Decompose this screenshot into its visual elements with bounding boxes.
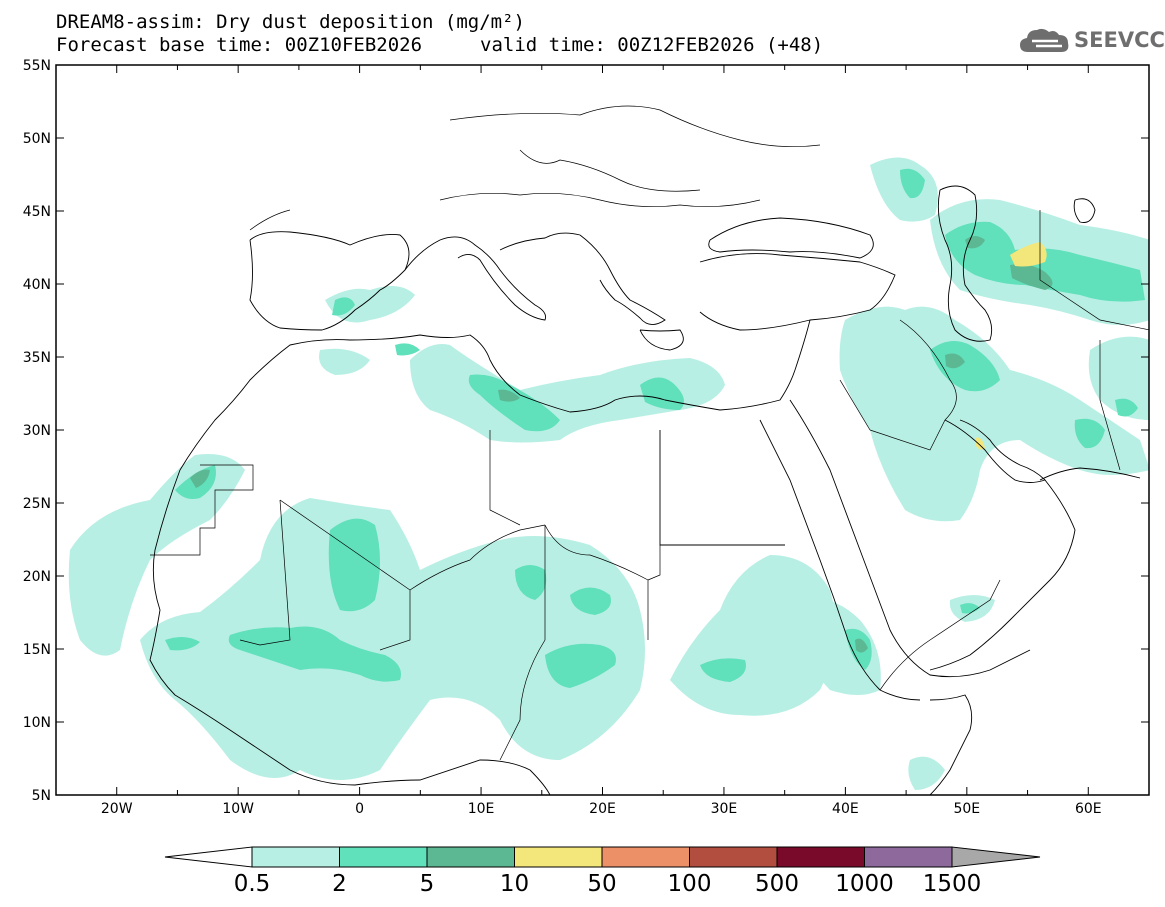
colorbar-label: 1000 — [835, 871, 894, 897]
lon-label: 50E — [953, 801, 980, 817]
lat-label: 55N — [23, 58, 51, 74]
colorbar-label: 500 — [755, 871, 799, 897]
lon-label: 30E — [711, 801, 738, 817]
lat-label: 30N — [23, 423, 51, 439]
lat-label: 25N — [23, 496, 51, 512]
lat-label: 35N — [23, 350, 51, 366]
lat-label: 10N — [23, 715, 51, 731]
colorbar-segment — [689, 846, 778, 868]
lat-label: 45N — [23, 204, 51, 220]
lon-label: 10W — [222, 801, 254, 817]
lon-label: 10E — [468, 801, 495, 817]
colorbar-segment — [426, 846, 515, 868]
dust-band-10-50 — [975, 242, 1047, 450]
colorbar-segment — [251, 846, 340, 868]
colorbar-segment — [514, 846, 603, 868]
colorbar-label: 100 — [668, 871, 712, 897]
colorbar-segment — [339, 846, 428, 868]
lon-label: 20W — [101, 801, 133, 817]
lat-label: 40N — [23, 277, 51, 293]
logo-text: SEEVCCC — [1074, 28, 1165, 52]
map-title: DREAM8-assim: Dry dust deposition (mg/m²… — [56, 11, 525, 33]
lat-label: 50N — [23, 131, 51, 147]
cloud-logo-icon — [1020, 28, 1069, 52]
colorbar-label: 5 — [420, 871, 435, 897]
colorbar-segment — [864, 846, 953, 868]
lat-label: 5N — [32, 788, 51, 804]
seevccc-logo: SEEVCCC — [1018, 24, 1165, 58]
latitude-labels: 55N 50N 45N 40N 35N 30N 25N 20N 15N 10N 5N — [23, 58, 51, 804]
valid-time: valid time: 00Z12FEB2026 (+48) — [480, 34, 824, 56]
dust-band-5-10 — [190, 236, 1053, 653]
colorbar-segment — [601, 846, 690, 868]
colorbar-max-arrow — [951, 846, 1041, 868]
dust-field — [68, 157, 1149, 790]
colorbar-label: 2 — [332, 871, 347, 897]
lon-label: 20E — [589, 801, 616, 817]
colorbar-label: 10 — [500, 871, 529, 897]
lon-label: 60E — [1075, 801, 1102, 817]
lat-label: 20N — [23, 569, 51, 585]
colorbar-min-arrow — [164, 846, 253, 868]
axis-ticks — [56, 64, 1150, 796]
dust-band-0.5-2 — [68, 157, 1149, 790]
lon-label: 0 — [355, 801, 364, 817]
longitude-labels: 20W 10W 0 10E 20E 30E 40E 50E 60E — [101, 801, 1102, 817]
country-borders — [150, 105, 1149, 761]
colorbar-label: 50 — [587, 871, 616, 897]
lon-label: 40E — [832, 801, 859, 817]
colorbar-label: 1500 — [923, 871, 982, 897]
base-time: Forecast base time: 00Z10FEB2026 — [56, 34, 423, 56]
colorbar-segment — [776, 846, 865, 868]
colorbar: 0.5 2 5 10 50 100 500 1000 1500 — [164, 846, 1041, 897]
colorbar-label: 0.5 — [234, 871, 271, 897]
lat-label: 15N — [23, 642, 51, 658]
forecast-times: Forecast base time: 00Z10FEB2026 valid ti… — [56, 34, 823, 56]
